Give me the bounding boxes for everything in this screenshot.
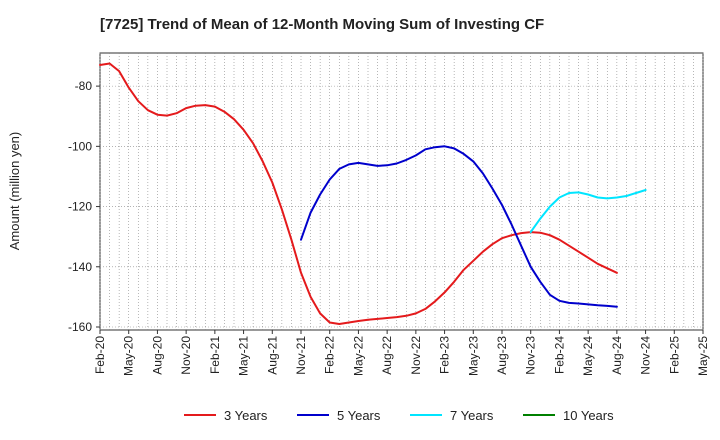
x-tick-label: Nov-20 <box>179 336 193 375</box>
x-tick-label: Feb-21 <box>208 336 222 374</box>
x-tick-label: May-21 <box>237 336 251 376</box>
x-tick-label: Aug-22 <box>380 336 394 375</box>
x-tick-label: Aug-20 <box>150 336 164 375</box>
y-tick-label: -100 <box>68 139 92 153</box>
legend-label: 7 Years <box>450 408 494 423</box>
legend-label: 5 Years <box>337 408 381 423</box>
x-tick-label: Nov-22 <box>409 336 423 375</box>
x-tick-label: May-23 <box>466 336 480 376</box>
chart-title: [7725] Trend of Mean of 12-Month Moving … <box>100 16 544 33</box>
x-tick-label: Aug-24 <box>610 336 624 375</box>
y-tick-label: -80 <box>75 79 93 93</box>
x-tick-label: Feb-22 <box>323 336 337 374</box>
x-tick-label: Nov-21 <box>294 336 308 375</box>
x-tick-label: Feb-23 <box>438 336 452 374</box>
x-tick-label: Nov-23 <box>524 336 538 375</box>
y-tick-label: -140 <box>68 260 92 274</box>
legend: 3 Years 5 Years 7 Years 10 Years <box>184 408 614 423</box>
x-tick-label: May-25 <box>696 336 710 376</box>
x-tick-label: Feb-24 <box>552 336 566 374</box>
y-tick-label: -120 <box>68 200 92 214</box>
legend-label: 3 Years <box>224 408 268 423</box>
x-tick-label: May-20 <box>122 336 136 376</box>
x-tick-label: May-22 <box>351 336 365 376</box>
x-tick-label: May-24 <box>581 336 595 376</box>
y-axis-ticks: -80 -100 -120 -140 -160 <box>68 79 100 334</box>
series-line-5-years <box>300 145 618 308</box>
x-tick-label: Feb-25 <box>667 336 681 374</box>
x-gridlines <box>99 53 704 330</box>
x-tick-label: Aug-23 <box>495 336 509 375</box>
x-tick-label: Nov-24 <box>639 336 653 375</box>
series-line-7-years <box>529 189 647 234</box>
x-tick-label: Feb-20 <box>93 336 107 374</box>
x-axis-ticks: Feb-20 May-20 Aug-20 Nov-20 Feb-21 May-21 Aug-… <box>93 330 710 376</box>
y-tick-label: -160 <box>68 320 92 334</box>
y-axis-label: Amount (million yen) <box>7 132 22 251</box>
x-tick-label: Aug-21 <box>265 336 279 375</box>
series-lines <box>99 62 647 325</box>
plot-area <box>99 52 704 331</box>
legend-label: 10 Years <box>563 408 614 423</box>
